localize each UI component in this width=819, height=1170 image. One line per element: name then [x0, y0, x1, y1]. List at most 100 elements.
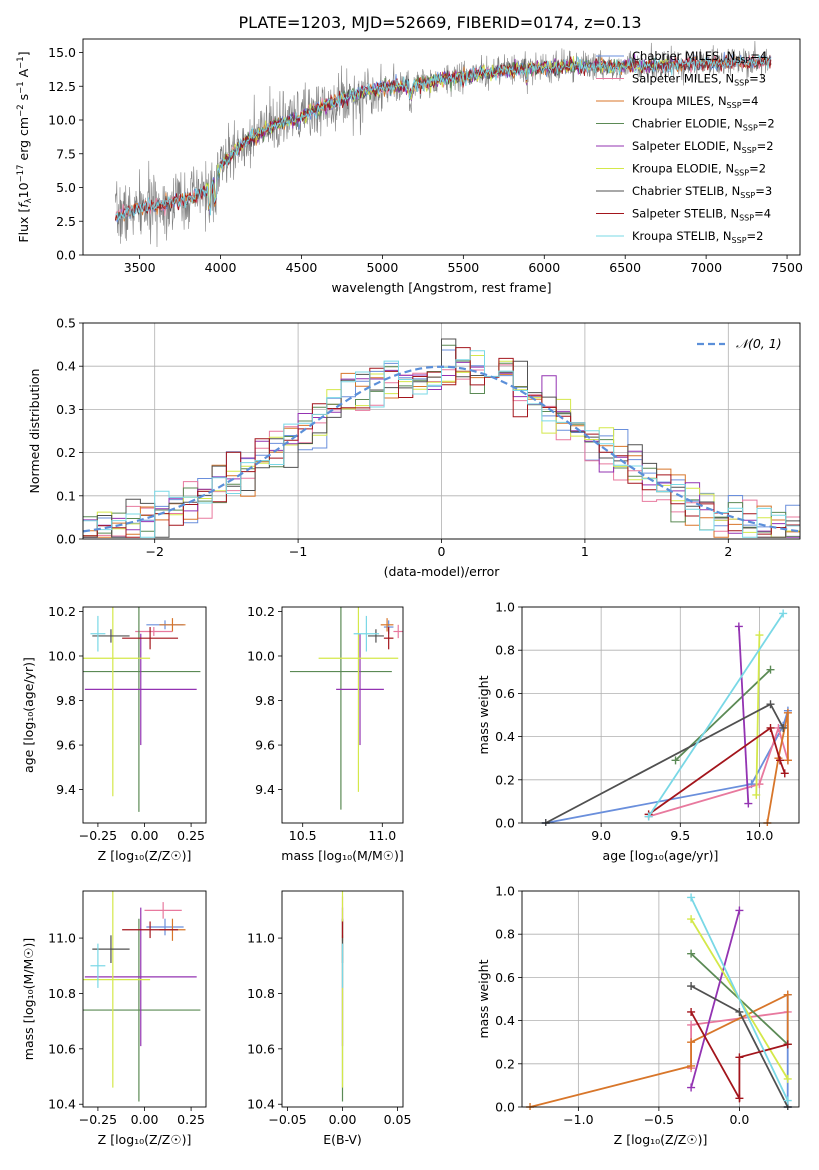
x-tick-label: −1 — [289, 544, 307, 559]
weight-line — [545, 702, 784, 824]
y-tick-label: 5.0 — [56, 180, 76, 195]
weight-age-panel: 9.0 9.5 10.0 0.0 0.2 0.4 0.6 0.8 1.0 age [log₁₀(a… — [476, 600, 800, 863]
weight-marker — [687, 1061, 696, 1070]
x-tick-label: −0.25 — [79, 1112, 117, 1127]
y-tick-label: 0.5 — [56, 316, 76, 331]
y-tick-label: 0.0 — [56, 248, 76, 263]
x-tick-label: 9.0 — [591, 828, 611, 843]
y-axis-label: Flux [fλ10−17 erg cm−2 s−1 A−1] — [16, 51, 34, 242]
y-tick-label: 0.2 — [56, 445, 76, 460]
mass-ebv-panel: −0.05 0.00 0.05 10.4 10.6 10.8 11.0 E(B-V) — [247, 890, 411, 1147]
x-tick-label: 9.5 — [670, 828, 690, 843]
y-tick-label: 0.2 — [495, 1056, 515, 1071]
y-tick-label: 10.6 — [48, 1041, 76, 1056]
axes-frame — [521, 890, 800, 1108]
weight-line — [648, 725, 789, 818]
age-z-panel: −0.25 0.00 0.25 9.4 9.6 9.8 10.0 10.2 Z [log₁₀(Z… — [21, 604, 207, 863]
weight-marker — [735, 906, 744, 915]
y-tick-label: 0.1 — [56, 488, 76, 503]
x-tick-label: 7000 — [690, 260, 722, 275]
y-tick-label: 0.0 — [495, 816, 515, 831]
legend-label: Chabrier ELODIE, NSSP=2 — [632, 117, 775, 133]
x-tick-label: 5500 — [447, 260, 479, 275]
y-tick-label: 7.5 — [56, 146, 76, 161]
x-tick-label: 10.0 — [746, 828, 774, 843]
x-tick-label: 3500 — [124, 260, 156, 275]
legend-label: Kroupa STELIB, NSSP=2 — [632, 229, 763, 245]
x-tick-label: 0.0 — [729, 1112, 749, 1127]
weight-marker — [783, 756, 792, 765]
mass-z-panel: −0.25 0.00 0.25 10.4 10.6 10.8 11.0 Z [log₁₀(Z/… — [21, 890, 207, 1147]
weight-marker — [783, 1074, 792, 1083]
axes-frame — [82, 38, 801, 256]
legend-label: Kroupa MILES, NSSP=4 — [632, 94, 758, 110]
weight-marker — [783, 708, 792, 717]
x-tick-label: 0.00 — [131, 828, 159, 843]
x-tick-label: −0.25 — [79, 828, 117, 843]
y-axis-label: mass [log₁₀(M/M☉)] — [21, 938, 36, 1060]
y-tick-label: 9.4 — [56, 782, 76, 797]
axes-frame — [82, 890, 207, 1108]
weight-marker — [783, 1096, 792, 1105]
x-axis-label: (data-model)/error — [384, 564, 501, 579]
weight-marker — [744, 799, 753, 808]
weight-marker — [752, 790, 761, 799]
x-axis-label: mass [log₁₀(M/M☉)] — [281, 848, 403, 863]
weight-line — [690, 897, 789, 1101]
weight-z-panel: −1.0 −0.5 0.0 0.0 0.2 0.4 0.6 0.8 1.0 Z [log₁₀(Z/… — [476, 884, 800, 1147]
y-tick-label: 10.0 — [48, 113, 76, 128]
axes-frame — [521, 606, 800, 824]
weight-marker — [780, 769, 789, 778]
y-tick-label: 10.8 — [247, 986, 275, 1001]
y-tick-label: 0.4 — [495, 1013, 515, 1028]
x-tick-label: 11.0 — [368, 828, 396, 843]
x-tick-label: −0.5 — [644, 1112, 674, 1127]
legend-label: Salpeter ELODIE, NSSP=2 — [632, 139, 774, 155]
x-tick-label: 7500 — [771, 260, 803, 275]
weight-marker — [735, 1094, 744, 1103]
weight-marker — [755, 631, 764, 640]
weight-marker — [734, 622, 743, 631]
weight-marker — [766, 723, 775, 732]
y-tick-label: 0.0 — [56, 532, 76, 547]
y-tick-label: 12.5 — [48, 79, 76, 94]
weight-marker — [735, 1007, 744, 1016]
weight-line — [766, 712, 789, 824]
weight-marker — [779, 609, 788, 618]
x-tick-label: 0 — [438, 544, 446, 559]
x-tick-label: 6500 — [609, 260, 641, 275]
y-tick-label: 2.5 — [56, 214, 76, 229]
y-tick-label: 9.6 — [56, 738, 76, 753]
model-spectrum — [115, 54, 772, 221]
y-tick-label: 9.8 — [255, 693, 275, 708]
legend-label: Salpeter MILES, NSSP=3 — [632, 72, 766, 88]
weight-line — [738, 626, 750, 804]
x-tick-label: 6000 — [528, 260, 560, 275]
legend-label: Chabrier MILES, NSSP=4 — [632, 49, 767, 65]
weight-line — [647, 613, 784, 817]
weight-marker — [735, 1053, 744, 1062]
y-axis-label: mass weight — [476, 959, 491, 1038]
x-axis-label: Z [log₁₀(Z/Z☉)] — [98, 1132, 192, 1147]
age-mass-panel: 10.5 11.0 9.4 9.6 9.8 10.0 10.2 mass [log₁₀(M/M… — [247, 604, 404, 863]
y-tick-label: 10.4 — [247, 1097, 275, 1112]
weight-marker — [783, 990, 792, 999]
weight-marker — [644, 812, 653, 821]
y-tick-label: 15.0 — [48, 45, 76, 60]
x-tick-label: 10.5 — [289, 828, 317, 843]
x-tick-label: −0.05 — [268, 1112, 306, 1127]
y-tick-label: 9.4 — [255, 782, 275, 797]
y-tick-label: 0.0 — [495, 1100, 515, 1115]
x-axis-label: E(B-V) — [323, 1132, 362, 1147]
weight-line — [648, 726, 786, 816]
y-tick-label: 11.0 — [247, 931, 275, 946]
normal-curve — [82, 365, 801, 533]
x-axis-label: Z [log₁₀(Z/Z☉)] — [98, 848, 192, 863]
y-tick-label: 10.8 — [48, 986, 76, 1001]
spectrum-panel: Chabrier MILES, NSSP=4 Salpeter MILES, NS… — [16, 38, 803, 295]
y-tick-label: 10.2 — [48, 604, 76, 619]
y-tick-label: 1.0 — [495, 600, 515, 615]
figure-title: PLATE=1203, MJD=52669, FIBERID=0174, z=0… — [238, 13, 641, 32]
weight-marker — [783, 1040, 792, 1049]
